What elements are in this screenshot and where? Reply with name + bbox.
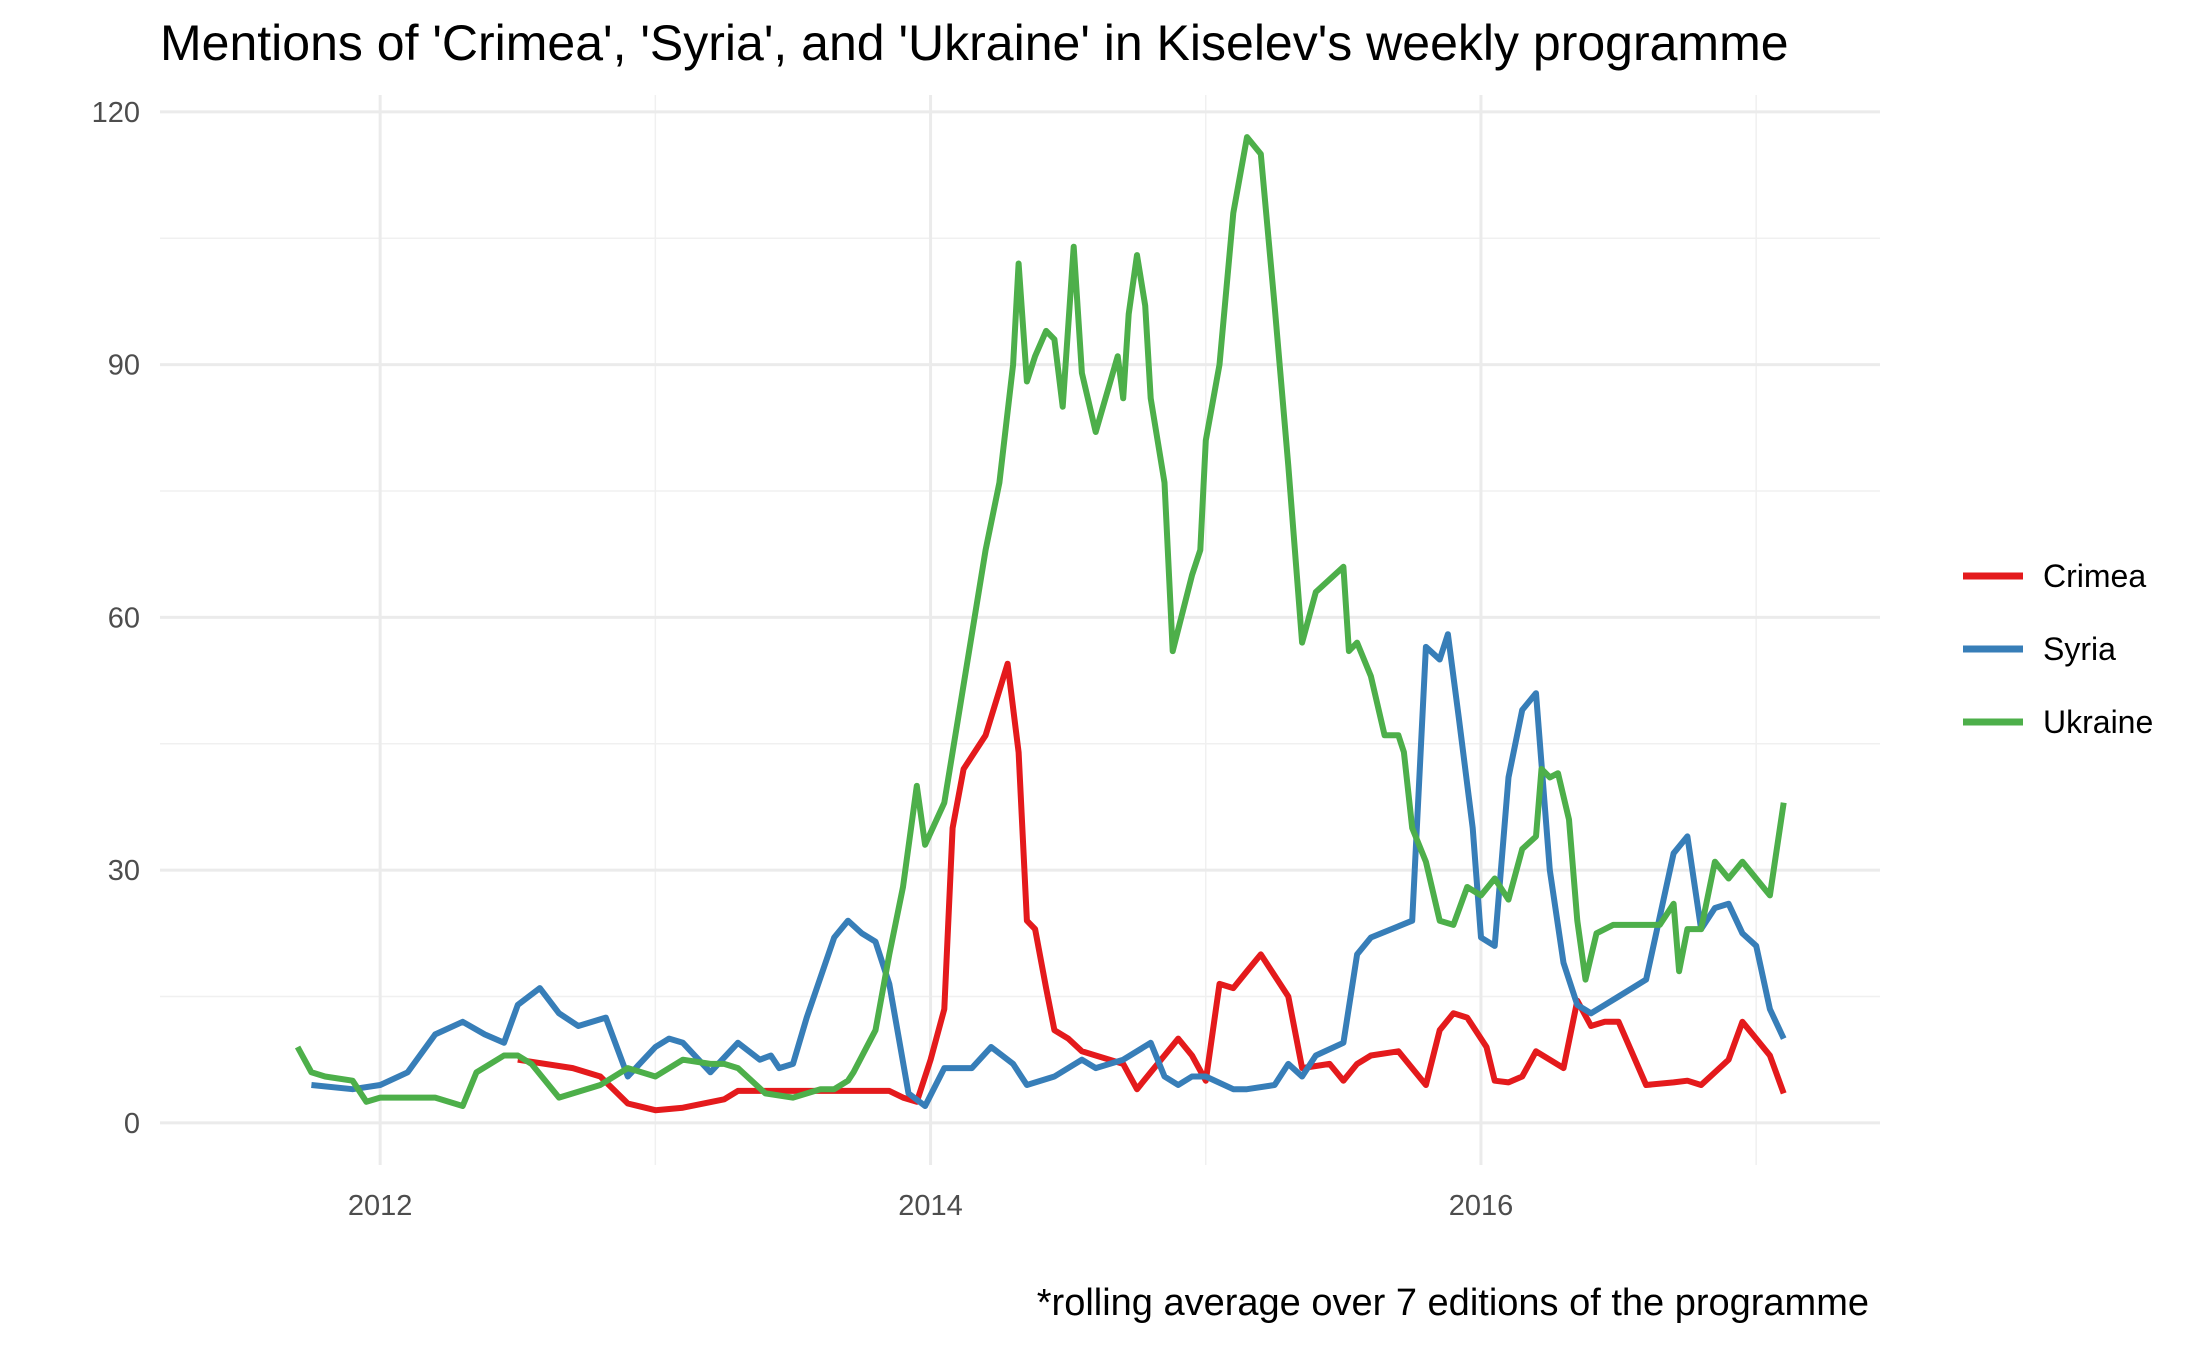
x-axis-tick-labels: 2012 2014 2016 bbox=[348, 1190, 1513, 1222]
legend: Crimea Syria Ukraine bbox=[1963, 558, 2153, 740]
chart-title: Mentions of 'Crimea', 'Syria', and 'Ukra… bbox=[160, 15, 1789, 71]
series-line-ukraine bbox=[294, 134, 1787, 1109]
legend-label-syria: Syria bbox=[2043, 631, 2116, 667]
series-line-crimea bbox=[517, 660, 1787, 1114]
legend-label-crimea: Crimea bbox=[2043, 558, 2146, 594]
y-tick-label: 120 bbox=[92, 97, 140, 129]
y-tick-label: 90 bbox=[108, 350, 140, 382]
y-axis-tick-labels: 0 30 60 90 120 bbox=[92, 97, 140, 1140]
y-tick-label: 30 bbox=[108, 855, 140, 887]
legend-label-ukraine: Ukraine bbox=[2043, 704, 2153, 740]
series-lines bbox=[294, 134, 1787, 1114]
series-line-syria bbox=[311, 631, 1787, 1109]
chart-caption: *rolling average over 7 editions of the … bbox=[1036, 1282, 1869, 1324]
y-tick-label: 0 bbox=[124, 1108, 140, 1140]
x-tick-label: 2014 bbox=[898, 1190, 963, 1222]
x-tick-label: 2016 bbox=[1449, 1190, 1514, 1222]
minor-gridlines bbox=[160, 95, 1880, 1165]
y-tick-label: 60 bbox=[108, 602, 140, 634]
major-gridlines bbox=[160, 95, 1880, 1165]
x-tick-label: 2012 bbox=[348, 1190, 413, 1222]
